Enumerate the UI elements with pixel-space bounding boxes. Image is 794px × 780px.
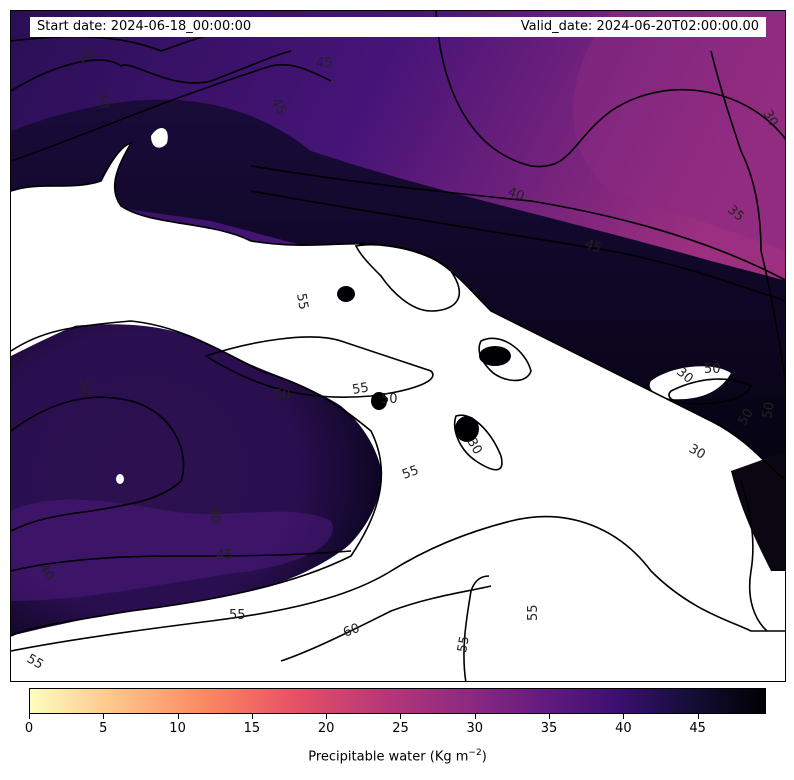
colorbar-tick <box>697 714 699 719</box>
start-date-text: Start date: 2024-06-18_00:00:00 <box>37 19 252 34</box>
contour-label: 60 <box>341 621 362 641</box>
storm-cell <box>116 474 124 484</box>
contour-50-inner <box>204 336 434 398</box>
saturated-patch <box>151 127 168 148</box>
contour-lines <box>11 11 785 681</box>
contour-label: 50 <box>274 388 291 403</box>
contour-50-east <box>478 337 532 382</box>
storm-cell <box>337 286 355 302</box>
contour-label: 55 <box>455 635 473 654</box>
contour-55-south <box>11 515 785 652</box>
contour-label: 50 <box>381 392 398 407</box>
contour-45-mid <box>250 190 785 302</box>
contour-west-edge <box>11 320 383 637</box>
contour-label: 30 <box>760 108 781 130</box>
colorbar-tick-label: 10 <box>169 721 186 736</box>
contour-label: 30 <box>464 436 485 458</box>
contour-40-west <box>11 396 185 532</box>
contour-label: 35 <box>76 45 98 66</box>
contour-50-north <box>354 243 460 312</box>
contour-label: 50 <box>760 401 778 420</box>
colorbar-tick <box>400 714 402 719</box>
contour-30-east <box>668 378 752 405</box>
contour-60 <box>280 585 492 662</box>
colorbar-tick-label: 25 <box>392 721 409 736</box>
contour-50-south <box>454 414 503 471</box>
contour-45-west <box>11 550 352 572</box>
colorbar-tick <box>29 714 30 719</box>
contour-label: 45 <box>316 56 333 71</box>
colorbar-label-end: ) <box>481 749 487 765</box>
colorbar-tick <box>623 714 625 719</box>
storm-cell <box>455 416 479 442</box>
contour-label: 45 <box>583 237 604 257</box>
saturated-region <box>11 143 785 681</box>
colorbar-tick-label: 20 <box>317 721 335 736</box>
valid-date-text: Valid_date: 2024-06-20T02:00:00.00 <box>520 19 759 34</box>
contour-label: 55 <box>351 380 370 398</box>
west-inner <box>11 499 333 601</box>
contour-40-mid <box>250 165 785 281</box>
coastline <box>710 50 785 384</box>
contour-saturated-edge <box>11 141 785 481</box>
colorbar-tick <box>177 714 179 719</box>
contour-label: 40 <box>94 91 112 110</box>
colorbar-tick-label: 0 <box>24 721 34 736</box>
colorbar-tick-label: 40 <box>615 721 632 736</box>
contour-label: 50 <box>704 362 721 377</box>
colorbar-tick <box>549 714 551 719</box>
colorbar-label-sup: −2 <box>468 748 482 758</box>
contour-label: 55 <box>293 292 311 311</box>
contour-label: 50 <box>735 406 756 428</box>
contour-label: 55 <box>24 651 46 672</box>
colorbar-tick <box>474 714 476 719</box>
colorbar-tick-label: 35 <box>540 721 558 736</box>
contour-30 <box>435 11 785 168</box>
storm-cell <box>371 392 387 410</box>
contour-label: 40 <box>506 185 527 205</box>
east-dark-coast <box>731 451 785 571</box>
contour-label: 45 <box>216 548 233 563</box>
contour-label: 50 <box>76 377 94 396</box>
east-purple <box>573 11 785 251</box>
contour-label: 55 <box>400 463 421 483</box>
contour-45 <box>11 63 332 162</box>
colorbar-tick <box>326 714 328 719</box>
contour-40 <box>11 50 292 92</box>
contour-label: 40 <box>36 562 57 584</box>
colorbar <box>29 688 766 714</box>
contour-label: 45 <box>268 96 289 118</box>
colorbar-tick <box>103 714 105 719</box>
contour-label: 40 <box>207 507 222 524</box>
contour-label: 55 <box>229 608 246 623</box>
storm-cell <box>479 346 511 366</box>
colorbar-tick-label: 45 <box>689 721 706 736</box>
contour-label: 55 <box>526 604 541 621</box>
dark-band <box>11 99 785 480</box>
colorbar-label-text: Precipitable water (Kg m <box>308 749 469 765</box>
contour-55-vert <box>463 575 490 681</box>
contour-label-group: 35 40 45 30 35 40 45 45 55 50 55 50 30 5… <box>24 45 781 673</box>
contour-label: 30 <box>686 441 708 462</box>
colorbar-tick-label: 15 <box>243 721 261 736</box>
colorbar-label: Precipitable water (Kg m−2) <box>29 748 766 764</box>
colorbar-tick <box>251 714 253 719</box>
date-header: Start date: 2024-06-18_00:00:00 Valid_da… <box>30 17 766 37</box>
precipitable-water-map: 35 40 45 30 35 40 45 45 55 50 55 50 30 5… <box>11 11 785 681</box>
map-panel: 35 40 45 30 35 40 45 45 55 50 55 50 30 5… <box>10 10 786 682</box>
coastline-southeast <box>740 480 768 632</box>
colorbar-tick-label: 5 <box>99 721 108 736</box>
colorbar-tick-label: 30 <box>466 721 484 736</box>
